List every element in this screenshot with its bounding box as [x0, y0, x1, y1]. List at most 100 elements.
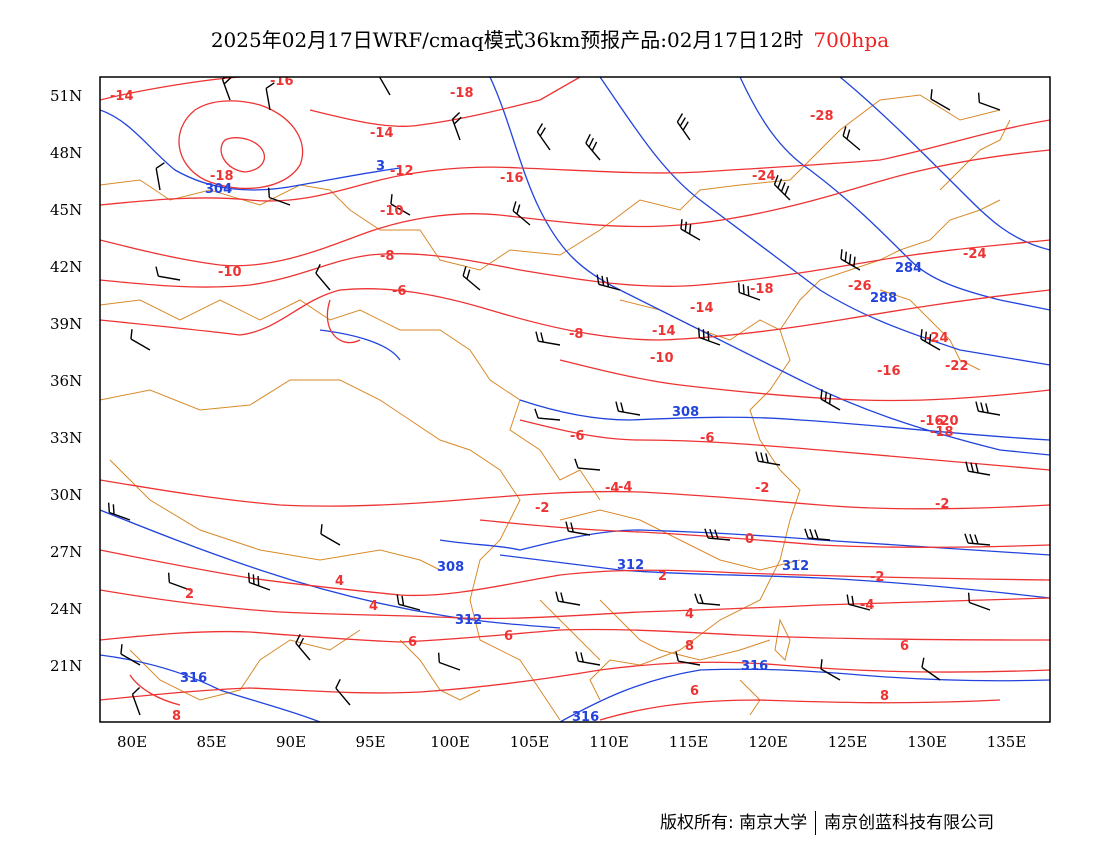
barb — [390, 194, 411, 216]
barb — [512, 201, 531, 226]
lat-label: 39N — [50, 315, 83, 333]
temperature-label: 0 — [745, 532, 754, 547]
lat-label: 48N — [50, 144, 83, 162]
height-contours — [100, 77, 1050, 722]
temperature-label: -18 — [450, 86, 474, 101]
height-label: 312 — [782, 559, 809, 574]
lon-label: 125E — [827, 733, 868, 751]
temperature-label: -8 — [569, 327, 583, 342]
barb — [755, 451, 781, 466]
temperature-label: 4 — [369, 599, 378, 614]
barb — [846, 594, 871, 611]
temperature-label: 2 — [658, 569, 667, 584]
map-frame — [99, 76, 1051, 723]
height-label: 288 — [870, 291, 897, 306]
barb — [315, 263, 331, 291]
height-label: 308 — [672, 405, 699, 420]
lon-label: 110E — [589, 733, 629, 751]
barb — [437, 652, 461, 671]
barb — [920, 329, 941, 351]
lat-label: 33N — [50, 429, 83, 447]
barb — [596, 274, 621, 291]
barb — [975, 401, 1001, 416]
temperature-label: -14 — [690, 301, 714, 316]
barb — [320, 524, 341, 546]
barb — [130, 329, 151, 351]
temperature-label: -2 — [935, 497, 949, 512]
barb — [965, 461, 991, 476]
temperature-label: -24 — [925, 331, 949, 346]
barb — [335, 678, 351, 706]
barb — [295, 633, 311, 661]
barb — [534, 408, 561, 421]
lat-label: 42N — [50, 258, 83, 276]
lat-label: 24N — [50, 600, 83, 618]
barb — [155, 266, 181, 281]
height-label: 312 — [455, 613, 482, 628]
barb — [615, 401, 641, 416]
lat-label: 51N — [50, 87, 83, 105]
barb — [694, 593, 721, 606]
temperature-label: -10 — [650, 351, 674, 366]
temperature-label: -14 — [110, 89, 134, 104]
barb — [820, 389, 841, 411]
height-label: 316 — [572, 710, 599, 725]
temperature-label: 6 — [504, 629, 513, 644]
barb — [967, 592, 991, 611]
barb — [840, 249, 861, 271]
temperature-label: -22 — [945, 359, 969, 374]
barb — [535, 331, 561, 346]
barb — [675, 651, 701, 666]
barb — [462, 266, 481, 291]
barb — [842, 126, 861, 151]
temperature-labels: -14-16-18-18-14-12 -16-10-8-6-10-28-24-24… — [110, 77, 987, 724]
temperature-label: -2 — [870, 570, 884, 585]
barb — [964, 533, 991, 546]
barb — [773, 174, 791, 201]
temperature-label: -16 — [920, 414, 944, 429]
lon-label: 120E — [748, 733, 788, 751]
wind-barbs — [107, 77, 1001, 716]
height-label: 316 — [180, 671, 207, 686]
lon-label: 100E — [430, 733, 470, 751]
temperature-label: 4 — [335, 574, 344, 589]
barb — [680, 219, 701, 241]
barb — [737, 282, 761, 301]
temperature-label: -6 — [570, 429, 584, 444]
height-label: 316 — [741, 659, 768, 674]
temperature-label: 2 — [185, 587, 194, 602]
footer-left: 版权所有: 南京大学 — [660, 813, 808, 833]
lat-label: 21N — [50, 657, 83, 675]
temperature-label: -18 — [210, 169, 234, 184]
barb — [378, 77, 391, 96]
barb — [107, 502, 131, 521]
copyright-footer: 版权所有: 南京大学 南京创蓝科技有限公司 — [660, 808, 994, 835]
lon-label: 130E — [907, 733, 947, 751]
temperature-label: 8 — [685, 639, 694, 654]
temperature-label: -2 — [535, 501, 549, 516]
title-main: 2025年02月17日WRF/cmaq模式36km预报产品:02月17日12时 — [210, 28, 804, 52]
temperature-label: 8 — [172, 709, 181, 724]
temperature-label: -24 — [752, 169, 776, 184]
height-label: 312 — [617, 558, 644, 573]
footer-right: 南京创蓝科技有限公司 — [824, 813, 995, 833]
temperature-label: -2 — [755, 481, 769, 496]
barb — [221, 77, 232, 101]
temperature-label: 6 — [408, 635, 417, 650]
temperature-label: -26 — [848, 279, 872, 294]
barb — [565, 521, 591, 536]
temperature-label: -6 — [392, 284, 406, 299]
lon-label: 135E — [986, 733, 1027, 751]
barb — [575, 651, 601, 666]
barb — [451, 111, 462, 141]
height-label: 284 — [895, 261, 922, 276]
barb — [574, 458, 601, 471]
temperature-label: -4 — [605, 481, 619, 496]
barb — [396, 594, 421, 611]
barb — [131, 686, 141, 716]
barb — [155, 162, 165, 191]
temperature-label: -16 — [877, 364, 901, 379]
barb — [704, 528, 731, 541]
